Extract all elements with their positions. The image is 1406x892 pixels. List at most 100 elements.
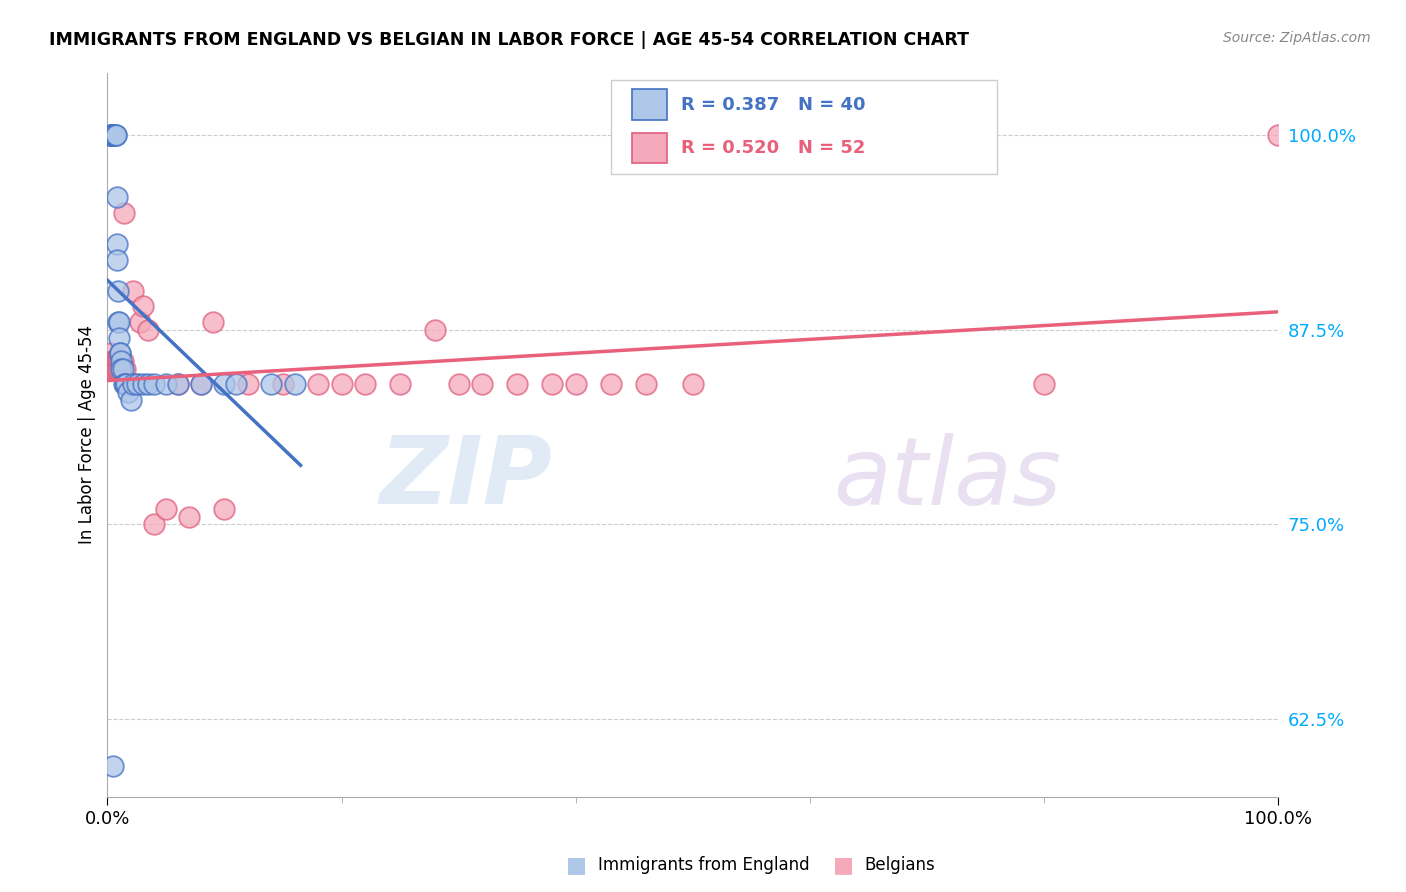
Point	[103, 128, 125, 143]
Point	[108, 330, 131, 344]
Point	[284, 377, 307, 392]
Point	[108, 315, 131, 329]
Point	[105, 252, 128, 267]
Point	[214, 501, 236, 516]
Point	[307, 377, 329, 392]
Point	[425, 323, 447, 337]
Point	[471, 377, 494, 392]
Text: ■: ■	[567, 855, 586, 875]
Point	[271, 377, 294, 392]
Point	[506, 377, 529, 392]
Point	[541, 377, 564, 392]
Point	[330, 377, 353, 392]
Point	[155, 501, 177, 516]
Point	[190, 377, 212, 392]
Point	[155, 377, 177, 392]
Point	[111, 354, 134, 368]
Point	[112, 206, 135, 220]
Text: IMMIGRANTS FROM ENGLAND VS BELGIAN IN LABOR FORCE | AGE 45-54 CORRELATION CHART: IMMIGRANTS FROM ENGLAND VS BELGIAN IN LA…	[49, 31, 969, 49]
Point	[105, 190, 128, 204]
Point	[260, 377, 283, 392]
FancyBboxPatch shape	[631, 133, 666, 163]
Point	[110, 346, 132, 360]
Point	[564, 377, 586, 392]
Point	[354, 377, 377, 392]
Point	[105, 361, 128, 376]
Text: atlas: atlas	[834, 433, 1062, 524]
Point	[1033, 377, 1056, 392]
Point	[103, 354, 125, 368]
FancyBboxPatch shape	[631, 89, 666, 120]
Point	[214, 377, 236, 392]
Point	[1267, 128, 1289, 143]
Point	[110, 354, 132, 368]
Point	[108, 354, 131, 368]
Text: ZIP: ZIP	[380, 433, 553, 524]
Point	[138, 323, 160, 337]
Point	[103, 128, 125, 143]
Point	[105, 354, 128, 368]
Point	[103, 128, 125, 143]
Point	[101, 354, 124, 368]
Point	[110, 346, 132, 360]
Point	[179, 509, 201, 524]
Point	[107, 361, 129, 376]
FancyBboxPatch shape	[610, 80, 997, 174]
Point	[125, 377, 148, 392]
Point	[117, 377, 139, 392]
Text: Belgians: Belgians	[865, 856, 935, 874]
Point	[447, 377, 470, 392]
Point	[101, 128, 124, 143]
Text: Source: ZipAtlas.com: Source: ZipAtlas.com	[1223, 31, 1371, 45]
Point	[131, 377, 153, 392]
Point	[143, 517, 166, 532]
Point	[166, 377, 188, 392]
Point	[103, 361, 125, 376]
Point	[103, 354, 125, 368]
Point	[103, 128, 125, 143]
Point	[682, 377, 704, 392]
Point	[110, 361, 132, 376]
Point	[225, 377, 247, 392]
Point	[107, 315, 129, 329]
Point	[111, 361, 134, 376]
Point	[201, 315, 224, 329]
Point	[101, 128, 124, 143]
Point	[115, 377, 138, 392]
Point	[100, 128, 122, 143]
Point	[107, 354, 129, 368]
Point	[104, 361, 127, 376]
Point	[138, 377, 160, 392]
Text: R = 0.387   N = 40: R = 0.387 N = 40	[681, 95, 866, 113]
Point	[122, 284, 145, 298]
Point	[110, 361, 132, 376]
Text: ■: ■	[834, 855, 853, 875]
Point	[114, 361, 136, 376]
Point	[190, 377, 212, 392]
Point	[108, 361, 131, 376]
Text: R = 0.520   N = 52: R = 0.520 N = 52	[681, 139, 866, 157]
Point	[120, 392, 142, 407]
Point	[104, 128, 127, 143]
Point	[129, 315, 152, 329]
Y-axis label: In Labor Force | Age 45-54: In Labor Force | Age 45-54	[79, 326, 96, 544]
Point	[236, 377, 259, 392]
Point	[105, 237, 128, 252]
Point	[115, 377, 138, 392]
Point	[120, 377, 142, 392]
Point	[117, 385, 139, 400]
Point	[104, 354, 127, 368]
Point	[125, 377, 148, 392]
Point	[100, 346, 122, 360]
Point	[103, 758, 125, 772]
Point	[110, 354, 132, 368]
Text: Immigrants from England: Immigrants from England	[598, 856, 810, 874]
Point	[103, 361, 125, 376]
Point	[107, 284, 129, 298]
Point	[131, 300, 153, 314]
Point	[166, 377, 188, 392]
Point	[122, 377, 145, 392]
Point	[389, 377, 412, 392]
Point	[143, 377, 166, 392]
Point	[114, 377, 136, 392]
